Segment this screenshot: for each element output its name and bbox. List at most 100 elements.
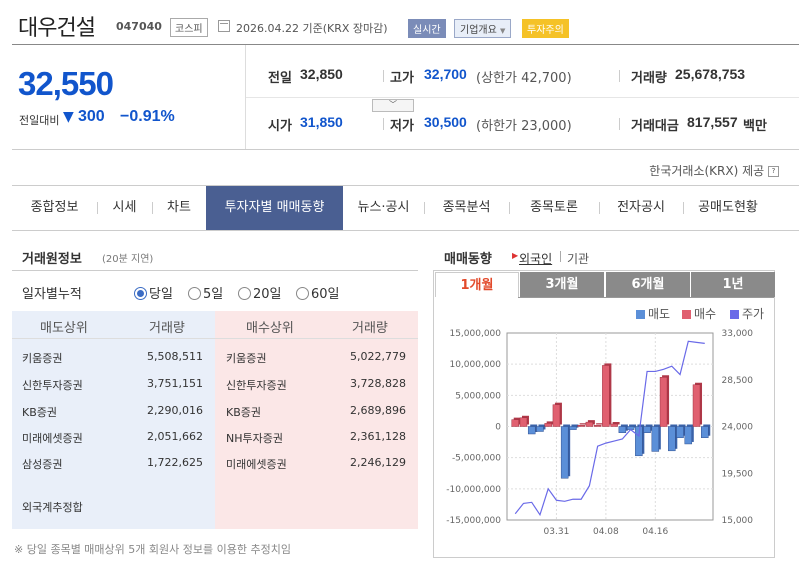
accumulation-label: 일자별누적: [22, 287, 82, 302]
chevron-down-icon: ﹀: [389, 100, 397, 109]
buy-volume: 2,689,896: [350, 404, 406, 417]
change-percent: −0.91%: [120, 108, 175, 125]
buy-broker: 신한투자증권: [226, 379, 287, 392]
legend-label: 매수: [694, 307, 717, 321]
sell-volume: 1,722,625: [147, 456, 203, 469]
market-badge: 코스피: [170, 18, 208, 37]
column-header-buy-top: 매수상위: [246, 321, 294, 336]
period-tab-2[interactable]: 6개월: [606, 272, 690, 297]
trend-title: 매매동향: [444, 252, 492, 267]
divider: [97, 202, 98, 214]
period-label: 60일: [311, 287, 340, 302]
buy-broker: KB증권: [226, 406, 261, 419]
period-radio-3[interactable]: 60일: [296, 283, 340, 302]
buy-broker: 미래에셋증권: [226, 458, 287, 471]
legend-swatch: [682, 310, 691, 319]
foreign-filter-link[interactable]: 외국인: [519, 252, 553, 266]
amount-label: 거래대금: [631, 119, 679, 134]
legend-label: 주가: [742, 307, 765, 321]
sell-top-panel: [12, 311, 215, 529]
table-header: [12, 311, 418, 339]
high-label: 고가: [390, 71, 414, 86]
compare-label: 전일대비: [19, 114, 60, 127]
change-value: 300: [78, 108, 105, 125]
volume-label: 거래량: [631, 71, 667, 86]
divider: [12, 270, 418, 271]
trade-info-title: 거래원정보: [22, 252, 82, 267]
tab-6[interactable]: 종목토론: [530, 200, 578, 215]
sell-broker: 신한투자증권: [22, 379, 83, 392]
current-price: 32,550: [18, 65, 114, 102]
period-label: 5일: [203, 287, 224, 302]
footnote: ※ 당일 종목별 매매상위 5개 회원사 정보를 이용한 추정치임: [14, 543, 291, 556]
krx-notice: 한국거래소(KRX) 제공 ?: [649, 162, 779, 179]
period-label: 당일: [149, 287, 173, 302]
period-tab-3[interactable]: 1년: [691, 272, 775, 297]
buy-volume: 5,022,779: [350, 350, 406, 363]
period-tab-1[interactable]: 3개월: [520, 272, 604, 297]
chevron-down-icon: ▼: [500, 27, 506, 35]
lower-limit: (하한가 23,000): [476, 119, 572, 134]
buy-broker: NH투자증권: [226, 432, 283, 445]
legend-buy: 매수: [682, 305, 716, 322]
company-overview-button[interactable]: 기업개요 ▼: [454, 19, 512, 38]
buy-top-panel: [215, 311, 418, 529]
buy-volume: 2,246,129: [350, 456, 406, 469]
period-radio-0[interactable]: 당일: [134, 283, 173, 302]
legend-label: 매도: [648, 307, 671, 321]
legend-sell: 매도: [636, 305, 670, 322]
period-tab-0[interactable]: 1개월: [435, 272, 519, 297]
sell-broker: 키움증권: [22, 352, 63, 365]
column-header-sell-volume: 거래량: [149, 321, 185, 336]
prev-close-value: 32,850: [300, 66, 343, 82]
trend-chart-panel: [433, 270, 775, 558]
radio-icon: [296, 287, 309, 300]
institution-filter-link[interactable]: 기관: [567, 252, 590, 266]
sell-volume: 3,751,151: [147, 377, 203, 390]
sell-volume: 2,290,016: [147, 404, 203, 417]
radio-icon: [188, 287, 201, 300]
tab-4[interactable]: 뉴스·공시: [357, 200, 410, 215]
warning-badge[interactable]: 투자주의: [522, 19, 569, 38]
tab-5[interactable]: 종목분석: [442, 200, 491, 215]
tab-7[interactable]: 전자공시: [617, 200, 665, 215]
sell-broker: 미래에셋증권: [22, 432, 83, 445]
tab-1[interactable]: 시세: [112, 200, 137, 215]
company-name: 대우건설: [18, 16, 96, 41]
tab-0[interactable]: 종합정보: [30, 200, 79, 215]
amount-value: 817,557: [687, 114, 738, 130]
row-divider: [246, 97, 799, 98]
sell-broker: KB증권: [22, 406, 57, 419]
tab-8[interactable]: 공매도현황: [698, 200, 758, 215]
info-icon[interactable]: ?: [768, 166, 779, 177]
period-radio-2[interactable]: 20일: [238, 283, 282, 302]
tab-3[interactable]: 투자자별 매매동향: [206, 186, 343, 230]
sell-volume: 5,508,511: [147, 350, 203, 363]
calendar-icon[interactable]: [218, 20, 230, 32]
tab-2[interactable]: 차트: [167, 200, 191, 215]
divider: [509, 202, 510, 214]
divider: [683, 202, 684, 214]
divider: [424, 202, 425, 214]
high-value: 32,700: [424, 66, 467, 82]
radio-icon: [238, 287, 251, 300]
column-header-sell-top: 매도상위: [40, 321, 88, 336]
upper-limit: (상한가 42,700): [476, 71, 572, 86]
realtime-button[interactable]: 실시간: [408, 19, 446, 38]
legend-price: 주가: [730, 305, 764, 322]
date-text: 2026.04.22 기준(KRX 장마감): [236, 22, 388, 35]
divider: [599, 202, 600, 214]
price-panel: 32,550 전일대비 ▼ 300 −0.91% 전일 32,850 고가 32…: [12, 44, 799, 150]
volume-value: 25,678,753: [675, 66, 746, 82]
divider: [383, 118, 384, 130]
period-radio-1[interactable]: 5일: [188, 283, 223, 302]
down-arrow-icon: ▼: [63, 109, 74, 125]
expand-toggle-button[interactable]: ﹀: [372, 99, 414, 112]
low-value: 30,500: [424, 114, 467, 130]
open-value: 31,850: [300, 114, 343, 130]
krx-notice-text: 한국거래소(KRX) 제공: [649, 164, 765, 178]
divider: [383, 70, 384, 82]
divider: [560, 251, 561, 262]
divider: [619, 70, 620, 82]
foreign-estimate-label: 외국계추정합: [22, 501, 83, 514]
